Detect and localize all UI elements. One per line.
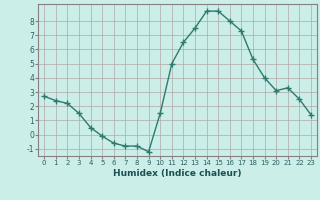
X-axis label: Humidex (Indice chaleur): Humidex (Indice chaleur) [113, 169, 242, 178]
